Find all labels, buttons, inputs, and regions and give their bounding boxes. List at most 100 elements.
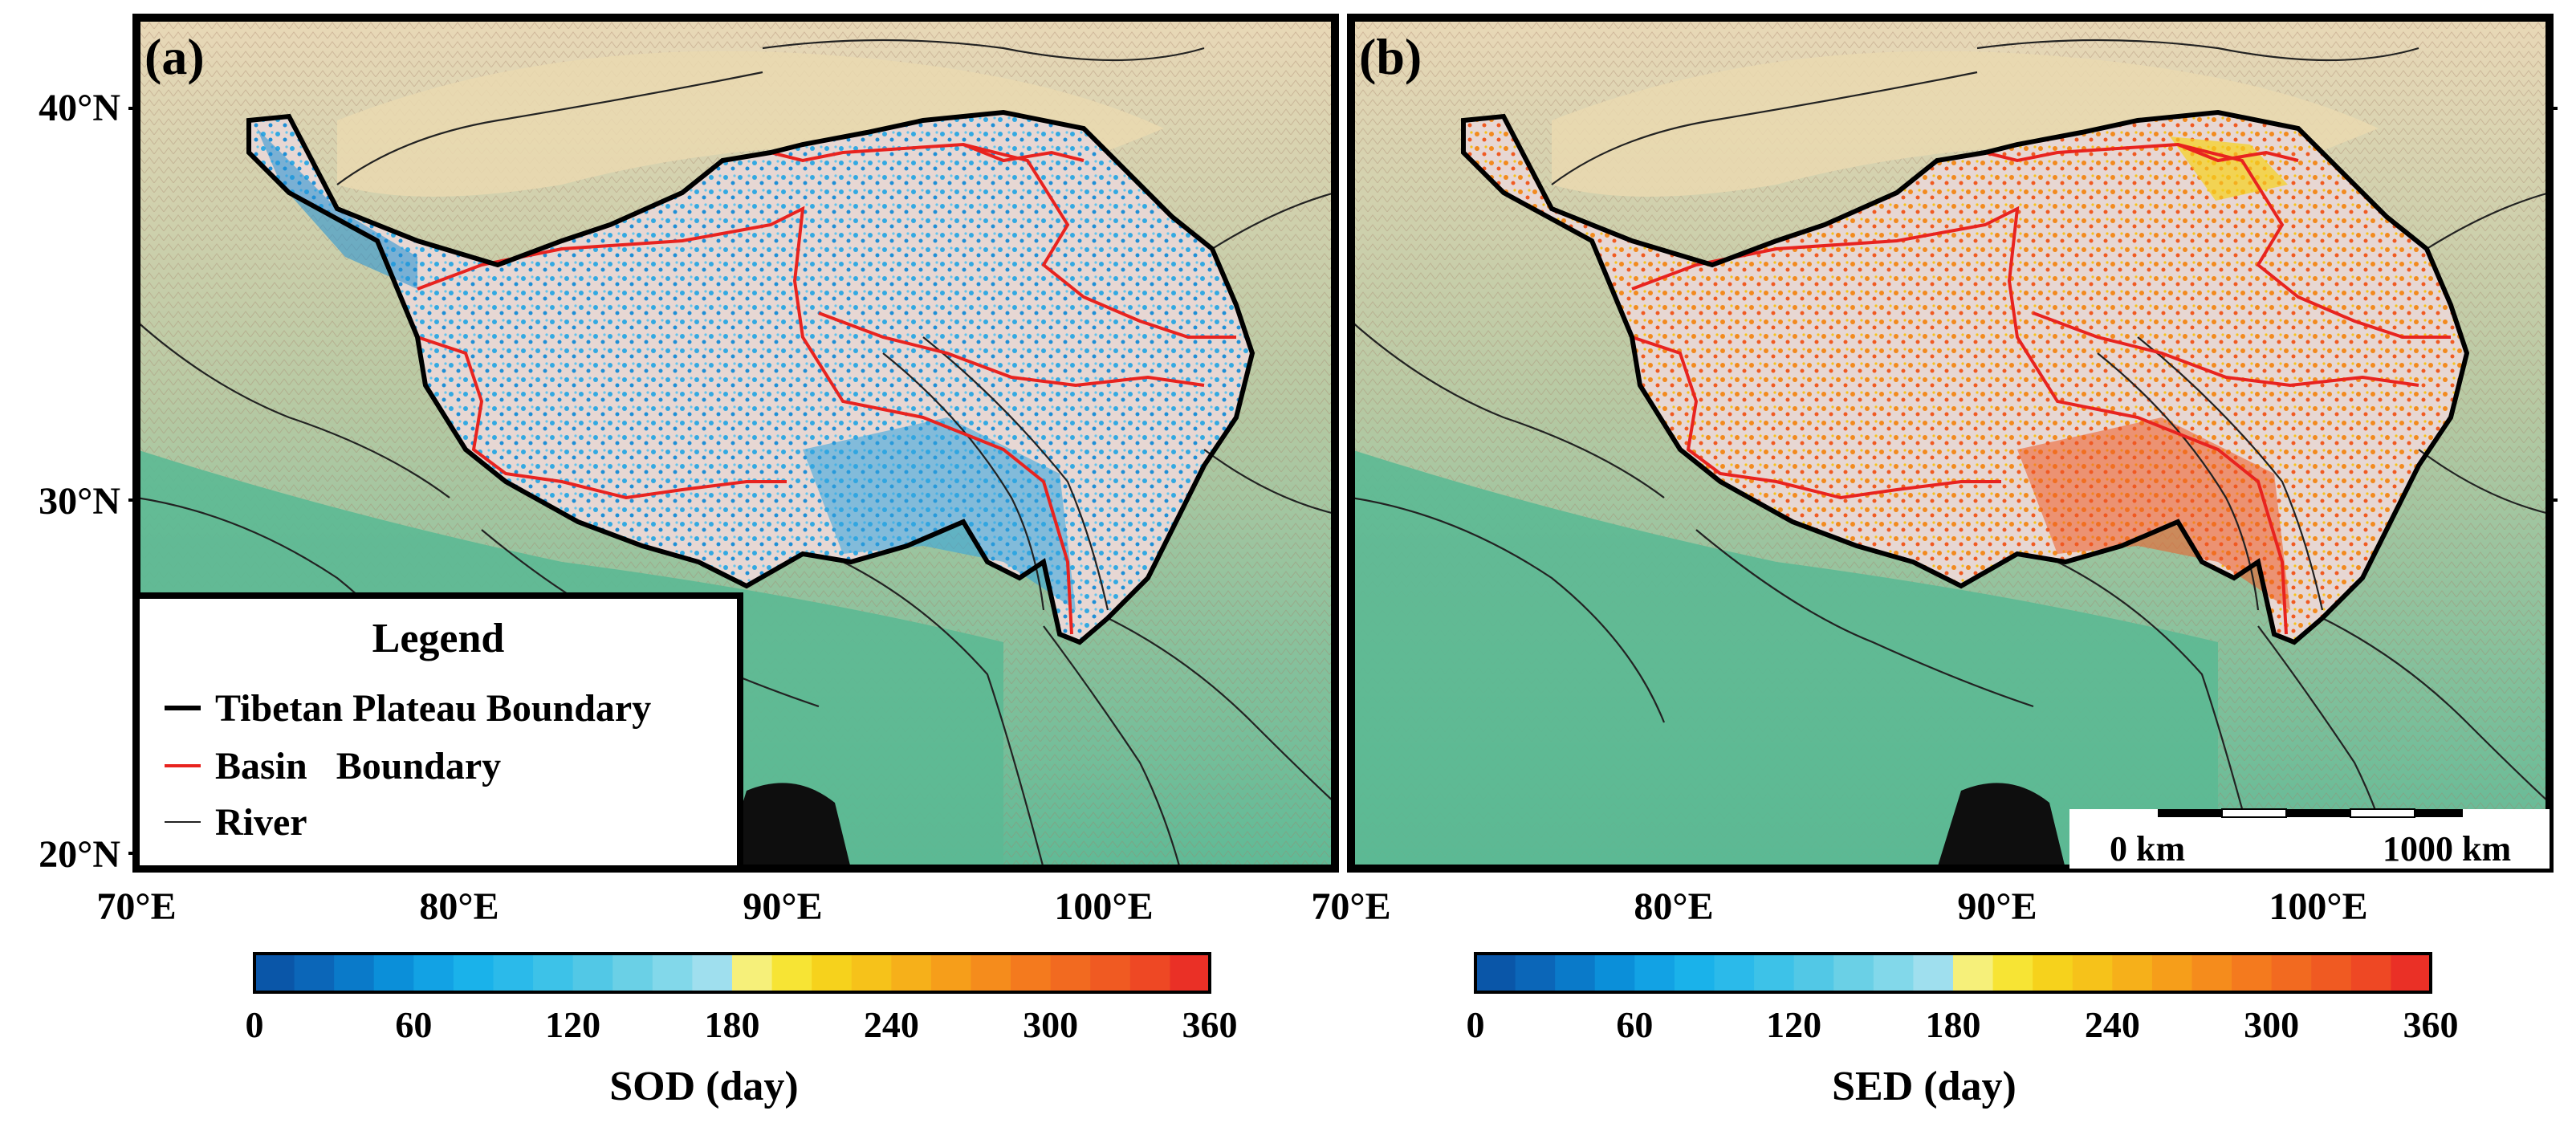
colorbar-sed-segment — [2391, 954, 2432, 992]
colorbar-sed-segment — [2232, 954, 2273, 992]
colorbar-sed-segment — [2112, 954, 2153, 992]
colorbar-sed-segment — [1992, 954, 2033, 992]
colorbar-sod-segment — [413, 954, 454, 992]
colorbar-sed-frame — [1474, 952, 2432, 994]
lat-tick-30: 30°N — [39, 480, 120, 523]
lat-tick-20: 20°N — [39, 833, 120, 876]
scale-bar-seg-3 — [2286, 809, 2350, 817]
colorbar-sod-segment — [771, 954, 812, 992]
colorbar-sed-segment — [1953, 954, 1994, 992]
colorbar-sed: 0 60 120 180 240 300 360 — [1467, 952, 2459, 1045]
colorbar-sod-segment — [1011, 954, 1052, 992]
map-panel-b — [1351, 18, 2550, 869]
colorbar-sed-segment — [2311, 954, 2352, 992]
panel-b-frame — [1347, 14, 2554, 873]
colorbar-sed-segment — [1475, 954, 1516, 992]
colorbar-sod-tick-label: 0 — [246, 1004, 264, 1045]
lat-axis: 40°N 30°N 20°N — [39, 87, 2558, 876]
taklamakan-desert — [1552, 51, 2379, 197]
legend-box — [133, 592, 743, 872]
scale-bar-right-label: 1000 km — [2383, 829, 2511, 869]
colorbar-sed-segment — [1754, 954, 1795, 992]
colorbar-sod-tick-label: 240 — [864, 1004, 919, 1045]
tibetan-plateau-boundary — [246, 109, 1255, 645]
colorbar-sed-segment — [1793, 954, 1834, 992]
colorbar-sod-segment — [572, 954, 613, 992]
lon-axis-b: 70°E 80°E 90°E 100°E — [1311, 885, 2367, 928]
colorbar-sod-tick-label: 120 — [545, 1004, 600, 1045]
colorbar-sod-segment — [732, 954, 773, 992]
colorbar-sod-tick-label: 60 — [395, 1004, 432, 1045]
lon-tick-70-a: 70°E — [96, 885, 176, 928]
scale-bar-seg-2 — [2221, 808, 2287, 818]
colorbar-sod-segment — [294, 954, 335, 992]
colorbar-sod-segment — [373, 954, 414, 992]
scale-bar-seg-1 — [2158, 809, 2222, 817]
legend-title: Legend — [372, 616, 505, 661]
legend: Legend Tibetan Plateau Boundary Basin Bo… — [133, 592, 743, 872]
colorbar-sed-tick-label: 180 — [1926, 1004, 1981, 1045]
colorbar-sed-segment — [2033, 954, 2073, 992]
colorbar-sod: 0 60 120 180 240 300 360 — [246, 952, 1238, 1045]
scale-bar: 0 km 1000 km — [2069, 808, 2550, 869]
colorbar-sed-segment — [1515, 954, 1556, 992]
colorbar-sed-tick-label: 300 — [2244, 1004, 2299, 1045]
lon-tick-100-a: 100°E — [1054, 885, 1153, 928]
taklamakan-desert — [337, 51, 1164, 197]
colorbar-sed-segment — [2072, 954, 2113, 992]
colorbar-sed-tick-label: 60 — [1616, 1004, 1653, 1045]
legend-label-plateau: Tibetan Plateau Boundary — [215, 687, 651, 730]
lon-tick-100-b: 100°E — [2269, 885, 2367, 928]
colorbar-sod-segment — [334, 954, 375, 992]
legend-label-basin: Basin Boundary — [215, 745, 501, 787]
colorbar-sod-segment — [812, 954, 853, 992]
colorbar-sod-title: SOD (day) — [609, 1064, 798, 1109]
colorbar-sod-tick-label: 300 — [1023, 1004, 1078, 1045]
colorbar-sod-segment — [971, 954, 1011, 992]
lon-axis-a: 70°E 80°E 90°E 100°E — [96, 885, 1153, 928]
colorbar-sod-segment — [1050, 954, 1091, 992]
colorbar-sed-segment — [2191, 954, 2232, 992]
colorbar-sod-segment — [1090, 954, 1131, 992]
bay-of-bengal — [1937, 783, 2065, 869]
colorbar-sed-title: SED (day) — [1832, 1064, 2016, 1109]
panel-b-label: (b) — [1359, 28, 1422, 85]
basin-boundaries — [417, 142, 1236, 635]
scale-bar-seg-4 — [2350, 808, 2415, 818]
bay-of-bengal — [722, 783, 851, 869]
colorbar-sed-tick-label: 120 — [1766, 1004, 1821, 1045]
colorbar-sed-segment — [1634, 954, 1675, 992]
colorbar-sod-segment — [891, 954, 932, 992]
colorbar-sed-segment — [1674, 954, 1715, 992]
colorbar-sod-segment — [493, 954, 534, 992]
lon-tick-90-a: 90°E — [743, 885, 822, 928]
colorbar-sed-segment — [1714, 954, 1755, 992]
colorbar-sod-segment — [453, 954, 494, 992]
colorbar-sed-segment — [1594, 954, 1635, 992]
colorbar-sed-tick-label: 0 — [1467, 1004, 1485, 1045]
colorbar-sod-segment — [692, 954, 733, 992]
colorbar-sod-segment — [930, 954, 971, 992]
colorbar-sod-segment — [533, 954, 574, 992]
scale-bar-seg-5 — [2415, 809, 2463, 817]
colorbar-sed-segment — [2271, 954, 2312, 992]
lon-tick-70-b: 70°E — [1311, 885, 1390, 928]
panel-a-label: (a) — [144, 28, 205, 85]
legend-label-river: River — [215, 801, 307, 844]
colorbar-sod-segment — [1129, 954, 1170, 992]
colorbar-sed-segment — [2151, 954, 2192, 992]
basin-boundaries — [1631, 142, 2451, 635]
scale-bar-box — [2069, 809, 2550, 869]
sod-dense-southeast — [803, 417, 1076, 610]
colorbar-sod-segment — [254, 954, 295, 992]
colorbar-sed-segment — [1873, 954, 1914, 992]
lat-tick-40: 40°N — [39, 87, 120, 129]
map-panel-a — [136, 18, 1335, 869]
lowland-ganges — [1351, 450, 2218, 869]
colorbar-sed-segment — [2350, 954, 2391, 992]
colorbar-sod-segment — [851, 954, 892, 992]
colorbar-sed-segment — [1833, 954, 1874, 992]
colorbar-sed-tick-label: 240 — [2085, 1004, 2140, 1045]
colorbar-sod-segment — [612, 954, 653, 992]
